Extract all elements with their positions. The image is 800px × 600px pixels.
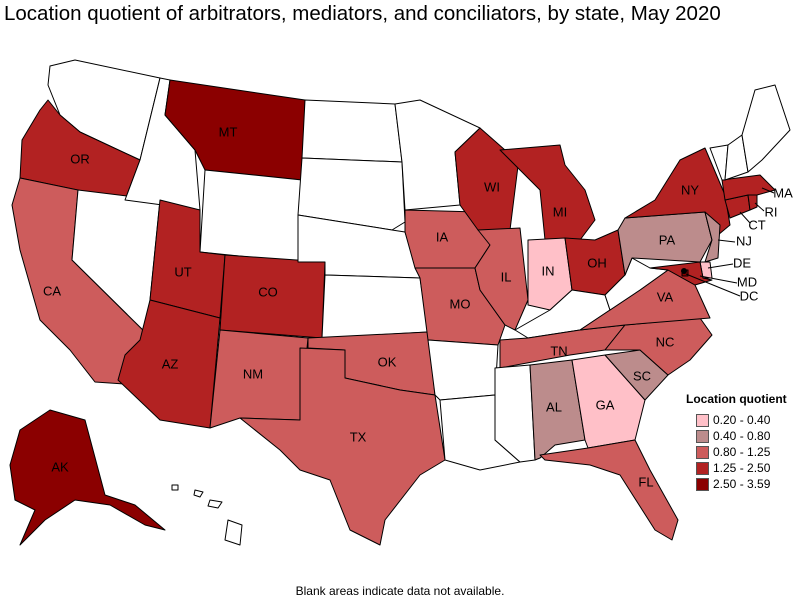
label-MI: MI — [553, 204, 567, 219]
legend-items: 0.20 - 0.40 0.40 - 0.80 0.80 - 1.25 1.25 - … — [686, 412, 787, 492]
label-IN: IN — [542, 263, 555, 278]
label-DC: DC — [740, 288, 759, 303]
label-NC: NC — [656, 334, 675, 349]
legend-label: 2.50 - 3.59 — [713, 477, 771, 491]
label-PA: PA — [659, 232, 676, 247]
state-MI[interactable] — [499, 144, 596, 241]
state-KS[interactable] — [321, 274, 429, 339]
label-DE: DE — [733, 255, 751, 270]
label-OH: OH — [587, 255, 607, 270]
legend-swatch — [696, 445, 709, 459]
map-title: Location quotient of arbitrators, mediat… — [4, 2, 721, 25]
legend-label: 1.25 - 2.50 — [713, 461, 771, 475]
legend-item: 1.25 - 2.50 — [686, 460, 787, 476]
label-AL: AL — [546, 399, 562, 414]
label-CO: CO — [258, 284, 278, 299]
label-CA: CA — [43, 283, 61, 298]
state-AR[interactable] — [427, 339, 499, 401]
label-NY: NY — [681, 182, 699, 197]
label-RI: RI — [765, 204, 778, 219]
leader-lines — [685, 187, 775, 297]
legend-label: 0.40 - 0.80 — [713, 429, 771, 443]
legend-item: 0.40 - 0.80 — [686, 428, 787, 444]
state-AK[interactable] — [9, 409, 166, 546]
legend-item: 0.80 - 1.25 — [686, 444, 787, 460]
label-CT: CT — [748, 217, 765, 232]
label-MT: MT — [219, 124, 238, 139]
state-HI[interactable] — [171, 484, 243, 546]
label-MO: MO — [450, 296, 471, 311]
label-IL: IL — [501, 269, 512, 284]
label-TX: TX — [350, 429, 367, 444]
label-IA: IA — [436, 229, 449, 244]
label-MA: MA — [773, 185, 793, 200]
label-UT: UT — [174, 264, 191, 279]
state-WY[interactable] — [199, 169, 303, 263]
label-SC: SC — [633, 368, 651, 383]
state-SD[interactable] — [297, 157, 406, 231]
legend-swatch — [696, 477, 709, 491]
footnote: Blank areas indicate data not available. — [295, 584, 505, 598]
state-NJ[interactable] — [704, 211, 721, 263]
state-MD[interactable] — [649, 261, 713, 286]
legend-swatch — [696, 429, 709, 443]
label-NJ: NJ — [736, 233, 752, 248]
legend-swatch — [696, 461, 709, 475]
state-ND[interactable] — [301, 99, 403, 163]
label-FL: FL — [638, 474, 653, 489]
legend: Location quotient 0.20 - 0.40 0.40 - 0.80… — [686, 392, 787, 492]
state-ME[interactable] — [741, 84, 791, 173]
legend-item: 0.20 - 0.40 — [686, 412, 787, 428]
label-VA: VA — [657, 289, 674, 304]
state-FL[interactable] — [539, 439, 679, 541]
legend-title: Location quotient — [686, 392, 787, 406]
legend-label: 0.20 - 0.40 — [713, 413, 771, 427]
label-WI: WI — [484, 179, 500, 194]
label-AZ: AZ — [162, 356, 179, 371]
legend-swatch — [696, 413, 709, 427]
legend-item: 2.50 - 3.59 — [686, 476, 787, 492]
state-RI[interactable] — [747, 194, 758, 211]
legend-label: 0.80 - 1.25 — [713, 445, 771, 459]
state-MA[interactable] — [721, 174, 776, 201]
label-OK: OK — [378, 354, 397, 369]
label-TN: TN — [550, 343, 567, 358]
state-IL[interactable] — [474, 227, 529, 331]
dc-marker — [681, 268, 687, 274]
label-GA: GA — [596, 397, 615, 412]
label-MD: MD — [737, 274, 757, 289]
state-AZ[interactable] — [117, 299, 221, 429]
label-NM: NM — [243, 366, 263, 381]
state-labels: OR CA MT UT CO AZ NM OK TX IA MO WI IL M… — [43, 124, 793, 489]
label-AK: AK — [51, 459, 69, 474]
label-OR: OR — [70, 151, 90, 166]
state-TX[interactable] — [239, 347, 446, 546]
